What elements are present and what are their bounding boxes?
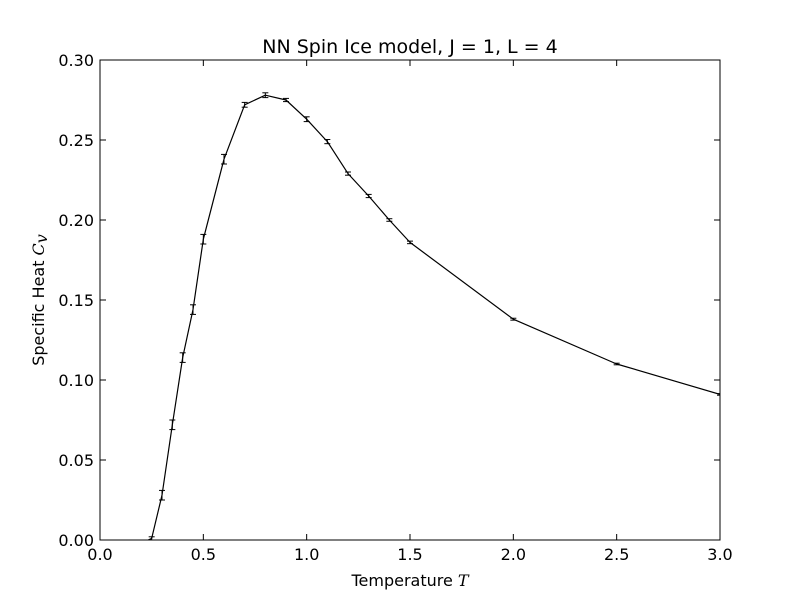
- y-axis-label: Specific Heat Cv: [29, 234, 51, 366]
- x-tick-label: 2.5: [604, 545, 629, 564]
- error-bar: [303, 116, 310, 123]
- y-axis-label-text: Specific Heat: [29, 260, 48, 365]
- error-bar: [386, 218, 393, 222]
- y-tick-label: 0.25: [58, 131, 94, 150]
- error-bar: [407, 240, 413, 245]
- error-bar: [345, 171, 351, 176]
- error-bar: [190, 304, 196, 315]
- error-bar: [613, 362, 620, 366]
- error-bar: [262, 92, 269, 99]
- y-axis-label-subscript: v: [32, 234, 51, 243]
- y-axis-label-symbol: C: [29, 243, 48, 255]
- x-tick-label: 0.0: [87, 545, 112, 564]
- x-tick-label: 1.5: [397, 545, 422, 564]
- x-axis-label: Temperature T: [350, 571, 469, 590]
- y-tick-label: 0.00: [58, 531, 94, 550]
- error-bar: [159, 489, 165, 501]
- error-bar: [324, 139, 331, 145]
- error-bar: [169, 419, 176, 431]
- x-axis-label-symbol: T: [458, 571, 470, 590]
- error-bar: [200, 233, 207, 245]
- labels-layer: 0.0 0.5 1.0 1.5 2.0 2.5 3.0 0.00 0.05 0.10 0.15 0.2…: [58, 51, 732, 564]
- error-bar: [510, 317, 517, 321]
- series-line: [146, 94, 720, 540]
- y-tick-label: 0.15: [58, 291, 94, 310]
- x-tick-label: 0.5: [191, 545, 216, 564]
- x-tick-label: 1.0: [294, 545, 319, 564]
- chart-title: NN Spin Ice model, J = 1, L = 4: [262, 36, 557, 58]
- y-tick-label: 0.05: [58, 451, 94, 470]
- error-bar: [221, 153, 227, 165]
- ticks-layer: [99, 59, 721, 541]
- error-bar: [148, 536, 155, 540]
- x-tick-label: 3.0: [707, 545, 732, 564]
- error-bar: [283, 97, 289, 103]
- error-bar: [717, 393, 720, 396]
- x-tick-label: 2.0: [501, 545, 526, 564]
- x-axis-label-text: Temperature: [350, 571, 452, 590]
- error-bar: [138, 542, 144, 544]
- y-tick-label: 0.30: [58, 51, 94, 70]
- plot-frame: [99, 59, 721, 541]
- y-tick-label: 0.20: [58, 211, 94, 230]
- series-layer: [138, 92, 720, 544]
- error-bar: [365, 193, 372, 199]
- error-bar: [179, 352, 186, 363]
- error-bar: [241, 101, 248, 108]
- y-tick-label: 0.10: [58, 371, 94, 390]
